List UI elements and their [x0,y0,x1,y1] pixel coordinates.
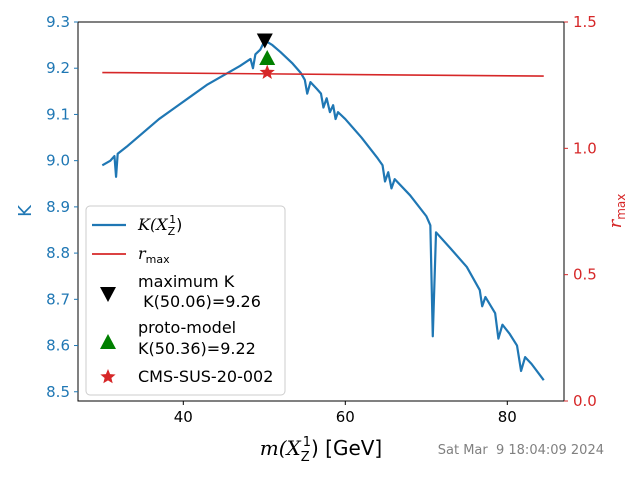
x-tick-label: 40 [174,408,193,426]
left-y-tick-label: 8.6 [46,337,70,355]
legend-swatch-proto-triangle-up-icon [100,334,116,349]
left-y-tick-label: 8.8 [46,244,70,262]
x-axis-label-pre: m( [260,436,288,460]
left-y-axis: 8.5 8.6 8.7 8.8 8.9 9.0 9.1 9.2 9.3 [46,13,78,401]
marker-layer [256,33,276,80]
marker-proto-model [259,49,276,65]
left-y-tick-label: 9.0 [46,152,70,170]
left-y-tick-label: 9.3 [46,13,70,31]
left-y-tick-label: 8.9 [46,198,70,216]
legend-label-proto-line2: K(50.36)=9.22 [138,339,256,358]
left-y-tick-label: 9.2 [46,59,70,77]
legend-label-max-line2: K(50.06)=9.26 [138,292,261,311]
legend: K(XZ1) rmax maximum K K(50.06)=9.26 prot… [85,205,286,396]
y-axis-label-right: rmax [605,194,628,229]
legend-label-max-line1: maximum K [138,272,235,291]
marker-maximum-k [256,33,273,49]
x-axis-label-symbol: X [285,436,302,460]
right-y-tick-label: 1.0 [573,139,597,157]
plot-frame [77,21,565,402]
y-axis-label-right-symbol: r [605,218,626,228]
plot-area [77,21,565,402]
right-y-tick-label: 1.5 [573,13,597,31]
series-line-k [101,39,545,381]
x-axis: 40 60 80 [174,401,517,426]
y-axis-label-left: K [15,204,36,217]
timestamp: Sat Mar 9 18:04:09 2024 [438,443,604,458]
x-axis-label-sup: 1 [303,435,311,450]
left-y-tick-label: 8.7 [46,290,70,308]
x-tick-label: 80 [498,408,517,426]
series-line-rmax [102,71,544,77]
marker-cms-sus-20-002 [259,64,275,80]
y-axis-label-right-sub: max [614,194,628,220]
legend-box [85,205,286,396]
right-y-tick-label: 0.0 [573,392,597,410]
left-y-tick-label: 8.5 [46,383,70,401]
legend-label-rmax: rmax [138,244,170,266]
legend-label-k: K(XZ1) [137,213,182,238]
right-y-tick-label: 0.5 [573,266,597,284]
x-axis-label: m(XZ1) [GeV] [260,435,382,465]
right-y-axis: 0.0 0.5 1.0 1.5 [564,13,597,410]
series-layer [101,39,545,381]
x-axis-label-sub: Z [301,450,310,465]
left-y-tick-label: 9.1 [46,105,70,123]
legend-swatch-cms-star-icon [100,369,116,384]
legend-label-cms: CMS-SUS-20-002 [138,367,273,386]
legend-label-proto-line1: proto-model [138,318,236,337]
x-tick-label: 60 [336,408,355,426]
legend-swatch-max-triangle-down-icon [100,287,116,302]
x-axis-label-post: ) [GeV] [311,436,382,460]
